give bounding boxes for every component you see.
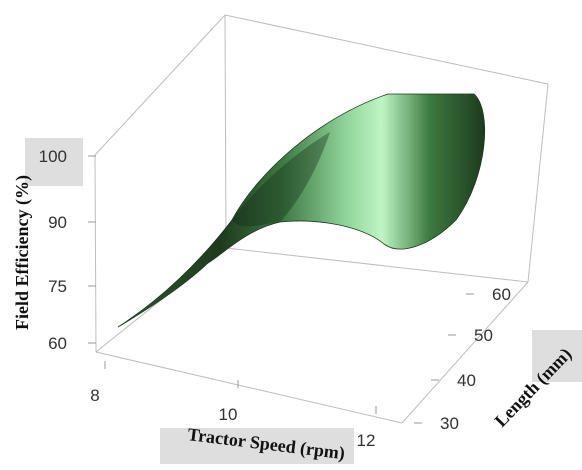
- box-edge-back-vertical: [224, 14, 227, 249]
- z-axis-ticks: 60 75 90 100: [39, 147, 96, 353]
- y-tick-label: 60: [492, 285, 511, 304]
- box-edge-bottom-right: [401, 281, 529, 424]
- box-edge-right-back: [527, 83, 549, 283]
- x-tick-label: 12: [357, 431, 376, 450]
- box-edge-bottom-front: [95, 351, 403, 424]
- axis-label-backdrops: [25, 138, 582, 464]
- x-tick-label: 10: [219, 405, 238, 424]
- z-tick-label: 60: [48, 334, 67, 353]
- box-edge-top-back: [224, 14, 549, 85]
- x-axis-ticks: 8 10 12: [90, 361, 377, 450]
- y-axis-ticks: 30 40 50 60: [414, 285, 511, 433]
- box-edge-top-left: [94, 14, 226, 156]
- z-tick-label: 90: [48, 213, 67, 232]
- z-tick-label: 100: [39, 147, 67, 166]
- z-tick-label: 75: [48, 277, 67, 296]
- surface-shading: [232, 132, 330, 227]
- y-label-backdrop: [532, 330, 582, 382]
- y-tick-label: 30: [440, 414, 459, 433]
- y-tick-label: 40: [457, 371, 476, 390]
- box-edge-floor-right: [225, 247, 529, 283]
- z-tick-backdrop: [25, 138, 83, 186]
- y-tick-label: 50: [474, 326, 493, 345]
- z-axis-label: Field Efficiency (%): [12, 175, 33, 330]
- box-edge-left-front: [94, 154, 97, 353]
- x-tick-label: 8: [90, 386, 99, 405]
- x-label-backdrop: [160, 428, 354, 464]
- response-surface: [117, 93, 486, 328]
